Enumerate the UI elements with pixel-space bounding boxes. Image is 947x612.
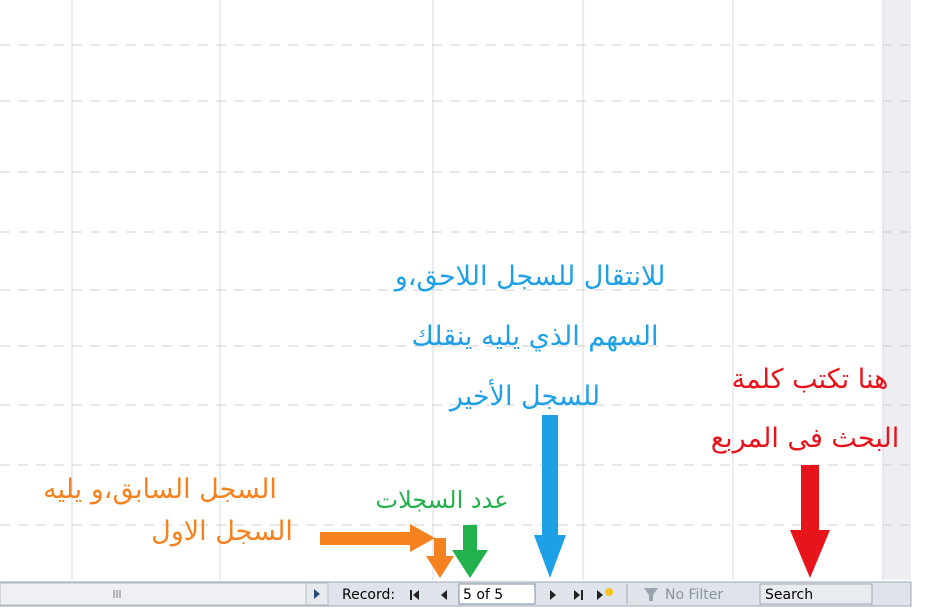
annotation-line: السهم الذي يليه ينقلك [411, 321, 658, 352]
record-label: Record: [342, 587, 395, 603]
annotation-line: هنا تكتب كلمة [732, 364, 889, 395]
annotation-line: البحث فى المربع [711, 423, 900, 454]
record-position: 5 of 5 [463, 587, 503, 603]
horizontal-scrollbar[interactable] [0, 583, 306, 605]
annotation-line: السجل السابق،و يليه [43, 474, 277, 505]
filter-status[interactable]: No Filter [665, 587, 723, 603]
screen: للانتقال للسجل اللاحق،و السهم الذي يليه … [0, 0, 947, 612]
annotation-line: السجل الاول [151, 516, 293, 547]
record-count-annotation: عدد السجلات [375, 486, 508, 514]
annotation-line: للانتقال للسجل اللاحق،و [393, 261, 666, 292]
annotation-line: للسجل الأخير [448, 378, 600, 412]
search-placeholder: Search [765, 587, 813, 603]
